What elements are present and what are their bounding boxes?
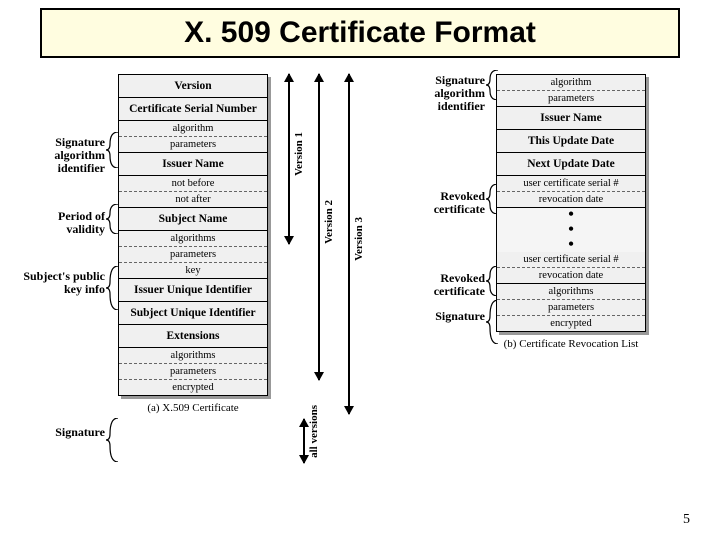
cell: Extensions [119,325,267,348]
version-arrow [348,74,350,414]
cell: parameters [119,137,267,153]
cell: This Update Date [497,130,645,153]
cell: encrypted [119,380,267,395]
cell: algorithms [119,348,267,364]
side-label: Period of validity [20,210,105,236]
side-label: Subject's public key info [20,270,105,296]
certificate-column: VersionCertificate Serial Numberalgorith… [118,74,268,414]
cell: Certificate Serial Number [119,98,267,121]
cell: key [119,263,267,279]
cell: parameters [119,364,267,380]
cell: Subject Unique Identifier [119,302,267,325]
cell: algorithm [119,121,267,137]
page-number: 5 [683,512,690,528]
cell: revocation date [497,268,645,284]
cell: Subject Name [119,208,267,231]
crl-column: algorithmparametersIssuer NameThis Updat… [496,74,646,350]
cell: algorithm [497,75,645,91]
cell: Version [119,75,267,98]
version-label: all versions [308,405,320,458]
cell: • [497,238,645,253]
cell: algorithms [497,284,645,300]
cell: algorithms [119,231,267,247]
cell: parameters [497,300,645,316]
page-title: X. 509 Certificate Format [62,16,658,50]
version-label: Version 3 [353,217,365,261]
version-arrow [288,74,290,244]
version-label: Version 1 [293,132,305,176]
side-label: Revoked certificate [410,272,485,298]
version-label: Version 2 [323,200,335,244]
side-label: Signature [410,310,485,323]
crl-caption: (b) Certificate Revocation List [496,338,646,350]
cell: not before [119,176,267,192]
title-bar: X. 509 Certificate Format [40,8,680,58]
cell: Next Update Date [497,153,645,176]
cell: not after [119,192,267,208]
cert-caption: (a) X.509 Certificate [118,402,268,414]
cell: encrypted [497,316,645,331]
side-label: Signature [20,426,105,439]
cell: parameters [119,247,267,263]
version-arrow [303,419,305,463]
cell: Issuer Unique Identifier [119,279,267,302]
cell: Issuer Name [497,107,645,130]
crl-stack: algorithmparametersIssuer NameThis Updat… [496,74,646,332]
diagram: Signature algorithm identifier{Period of… [20,74,700,534]
cell: Issuer Name [119,153,267,176]
cell: user certificate serial # [497,176,645,192]
version-arrow [318,74,320,380]
side-label: Signature algorithm identifier [20,136,105,176]
cell: parameters [497,91,645,107]
certificate-stack: VersionCertificate Serial Numberalgorith… [118,74,268,396]
side-label: Signature algorithm identifier [410,74,485,114]
side-label: Revoked certificate [410,190,485,216]
cell: user certificate serial # [497,252,645,268]
